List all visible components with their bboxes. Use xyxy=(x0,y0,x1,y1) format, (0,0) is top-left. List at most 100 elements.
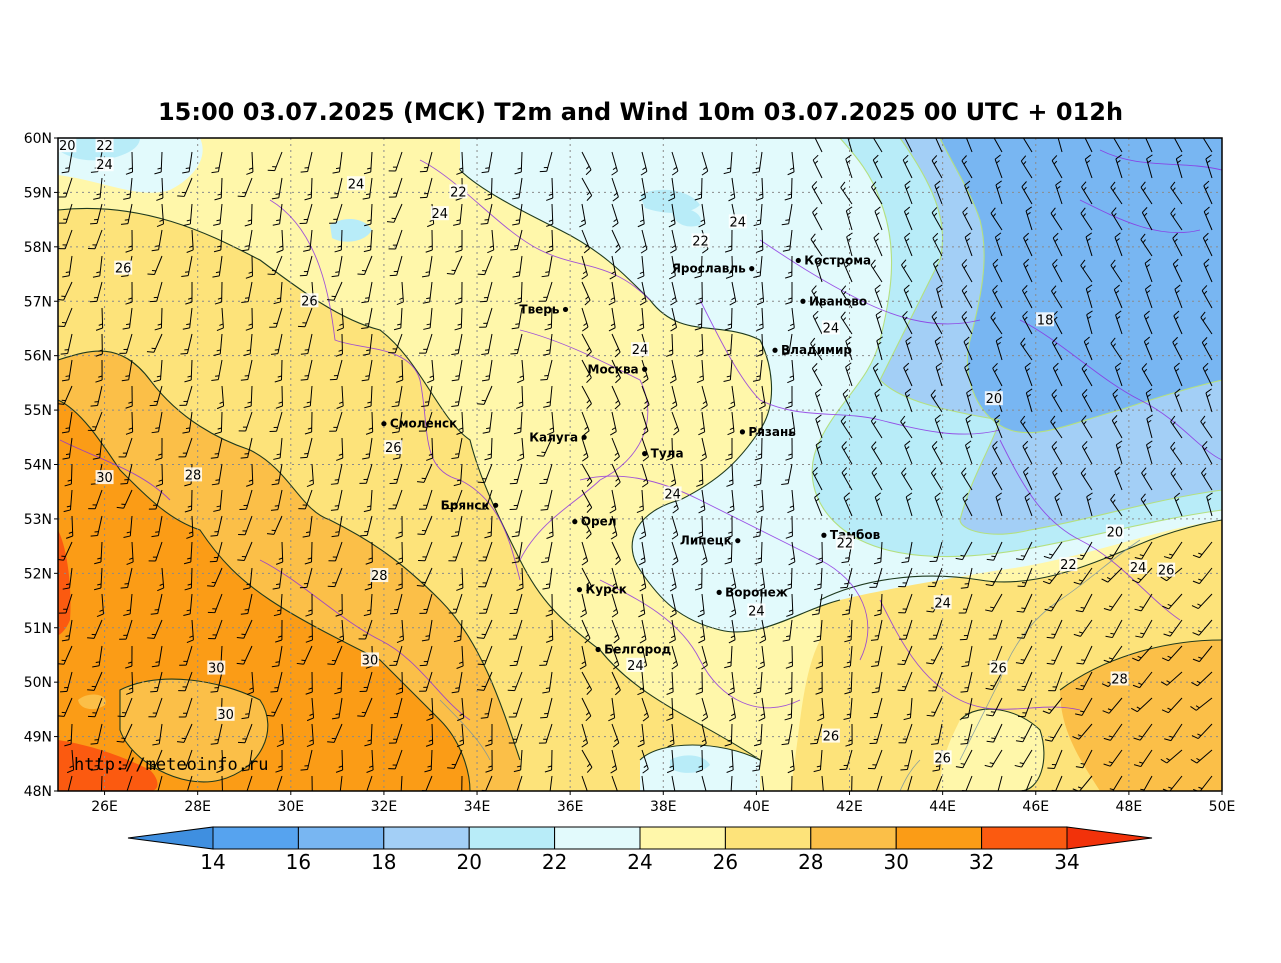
wind-barb xyxy=(453,463,463,487)
wind-barb xyxy=(479,307,493,328)
wind-barb xyxy=(88,229,103,250)
wind-barb xyxy=(207,593,223,614)
wind-barb xyxy=(905,336,913,361)
wind-barb xyxy=(1110,493,1123,517)
wind-barb xyxy=(364,385,373,409)
wind-barb xyxy=(812,154,823,179)
wind-barb xyxy=(926,645,943,665)
wind-barb xyxy=(1050,207,1063,231)
wind-barb xyxy=(1191,593,1213,610)
contour-label: 20 xyxy=(1105,524,1124,541)
city-dot-icon xyxy=(739,429,746,435)
wind-barb xyxy=(183,541,193,565)
wind-barb xyxy=(221,775,223,791)
wind-barb xyxy=(782,619,793,642)
wind-barb xyxy=(870,619,883,641)
wind-barb xyxy=(332,151,343,174)
wind-barb xyxy=(178,671,193,692)
wind-barb xyxy=(668,177,676,202)
wind-barb xyxy=(725,515,733,539)
colorbar-label: 16 xyxy=(286,850,311,874)
contour-label: 24 xyxy=(1129,559,1148,576)
wind-barb xyxy=(752,359,763,382)
wind-barb xyxy=(305,593,313,617)
wind-barb xyxy=(509,593,523,615)
wind-barb xyxy=(641,697,650,722)
wind-barb xyxy=(761,775,765,791)
wind-barb xyxy=(177,177,193,197)
wind-barb xyxy=(214,281,223,305)
wind-barb xyxy=(271,177,283,200)
wind-barb xyxy=(179,645,193,666)
wind-barb xyxy=(1044,593,1063,612)
city-dot-icon xyxy=(821,532,827,538)
wind-barb xyxy=(1103,749,1123,767)
longitude-label: 28E xyxy=(184,799,211,815)
wind-barb xyxy=(1200,311,1213,335)
wind-barb xyxy=(1173,492,1183,517)
wind-barb xyxy=(1163,619,1183,637)
wind-barb xyxy=(58,541,73,561)
wind-barb xyxy=(211,151,223,174)
wind-barb xyxy=(477,619,493,639)
wind-barb xyxy=(125,229,133,253)
wind-barb xyxy=(1080,207,1093,231)
wind-barb xyxy=(306,463,314,488)
wind-barb xyxy=(1025,206,1033,231)
wind-barb xyxy=(581,619,591,644)
wind-barb xyxy=(243,567,253,590)
wind-barb xyxy=(478,567,493,588)
wind-barb xyxy=(811,593,823,616)
wind-barb xyxy=(904,388,913,413)
wind-barb xyxy=(296,645,313,665)
wind-barb xyxy=(1052,362,1063,387)
wind-barb xyxy=(611,645,620,670)
wind-barb xyxy=(178,749,193,770)
wind-barb xyxy=(119,333,133,354)
contour-value: 24 xyxy=(627,659,644,674)
wind-barb xyxy=(1140,493,1153,517)
wind-barb xyxy=(993,138,1003,153)
wind-barb xyxy=(781,203,793,226)
city-dot-icon xyxy=(576,587,583,593)
wind-barb xyxy=(330,463,343,485)
wind-barb xyxy=(1170,467,1183,491)
wind-barb xyxy=(266,697,283,717)
wind-barb xyxy=(477,255,493,276)
wind-barb xyxy=(1024,362,1033,387)
wind-barb xyxy=(812,310,823,335)
wind-barb xyxy=(512,177,523,200)
wind-barb xyxy=(1085,232,1093,257)
wind-barb xyxy=(962,492,973,517)
wind-barb xyxy=(388,151,403,172)
wind-barb xyxy=(61,619,73,642)
wind-barb xyxy=(153,359,163,383)
city-dot-icon xyxy=(562,306,569,313)
wind-barb xyxy=(1145,388,1153,413)
wind-barb xyxy=(581,489,593,513)
wind-barb xyxy=(963,336,973,361)
wind-barb xyxy=(931,723,943,745)
wind-barb xyxy=(788,541,796,566)
wind-barb xyxy=(327,567,343,588)
wind-barb xyxy=(326,281,343,301)
wind-barb xyxy=(1161,645,1183,662)
wind-barb xyxy=(1072,775,1093,791)
wind-barb xyxy=(926,697,943,717)
wind-barb xyxy=(756,229,764,253)
longitude-label: 44E xyxy=(929,799,956,815)
wind-barb xyxy=(1201,441,1213,465)
wind-barb xyxy=(480,697,493,719)
wind-barb xyxy=(785,645,793,669)
city-dot-icon xyxy=(581,434,587,440)
wind-barb xyxy=(1145,138,1153,153)
wind-barb xyxy=(126,671,134,695)
wind-barb xyxy=(965,138,973,153)
wind-barbs xyxy=(58,138,1213,791)
wind-barb xyxy=(1143,310,1153,335)
wind-barb xyxy=(330,489,343,511)
wind-barb xyxy=(724,307,733,331)
wind-barb xyxy=(670,229,677,254)
wind-barb xyxy=(516,385,524,409)
wind-barb xyxy=(1073,619,1093,637)
